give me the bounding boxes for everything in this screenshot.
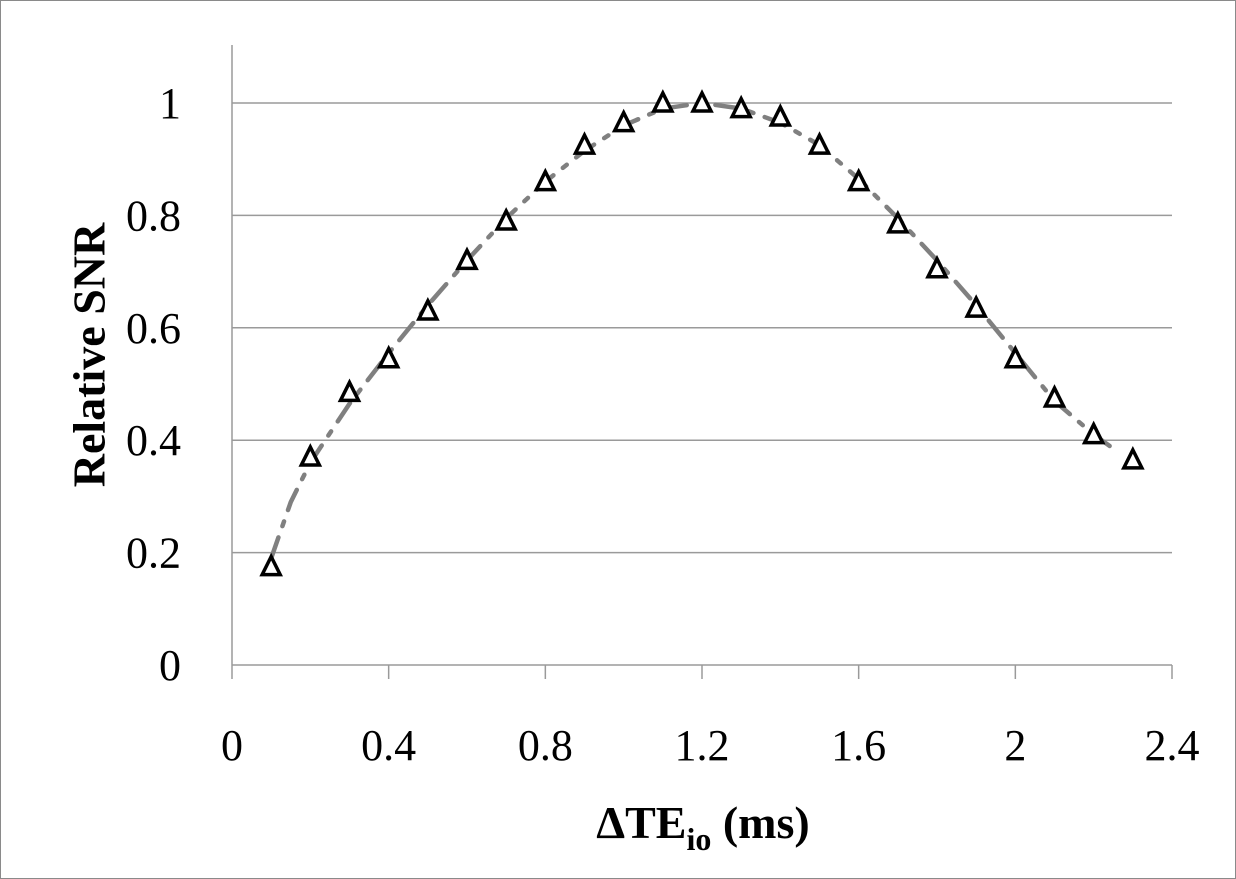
data-point-triangle [886, 209, 910, 234]
x-tick-label: 1.6 [831, 721, 886, 770]
x-axis-title-main: ΔTE [596, 797, 686, 848]
data-point-triangle [455, 246, 479, 271]
y-tick-label: 0 [159, 641, 181, 690]
data-point-triangle [768, 103, 793, 127]
fit-line [268, 100, 1116, 561]
x-tick-label: 0 [221, 721, 243, 770]
data-point-triangle [533, 167, 558, 192]
data-point-triangle [690, 89, 714, 113]
data-point-triangle [376, 344, 401, 369]
x-tick-label: 0.8 [518, 721, 573, 770]
y-tick-label: 0.4 [126, 416, 181, 465]
data-point-triangle [1042, 384, 1067, 408]
fit-line-series [268, 100, 1116, 561]
y-axis-title: Relative SNR [64, 222, 115, 487]
axes [231, 45, 1173, 679]
data-point-triangle [337, 378, 362, 403]
y-tick-label: 1 [159, 79, 181, 128]
x-axis-title-unit: (ms) [711, 797, 809, 848]
y-tick-label: 0.8 [126, 191, 181, 240]
data-point-triangle [651, 89, 675, 113]
y-tick-label: 0.6 [126, 304, 181, 353]
data-point-triangle [729, 94, 753, 119]
x-tick-label: 1.2 [675, 721, 730, 770]
y-tick-labels: 0 0.2 0.4 0.6 0.8 1 [126, 79, 181, 690]
x-tick-label: 2 [1004, 721, 1026, 770]
data-point-triangle [1081, 420, 1106, 445]
x-tick-labels: 0 0.4 0.8 1.2 1.6 2 2.4 [221, 721, 1200, 770]
data-point-triangle [259, 552, 283, 577]
data-point-triangle [964, 294, 988, 318]
x-axis-title: ΔTEio (ms) [596, 797, 809, 857]
data-point-triangle [1003, 344, 1028, 369]
data-point-triangle [298, 443, 323, 467]
y-tick-label: 0.2 [126, 529, 181, 578]
x-axis-title-subscript: io [686, 821, 711, 857]
data-point-triangle [572, 131, 597, 155]
data-point-triangle [494, 207, 518, 231]
data-point-triangle [846, 167, 871, 192]
x-tick-label: 0.4 [361, 721, 416, 770]
data-point-triangle [611, 108, 636, 133]
data-point-triangle [807, 131, 832, 155]
data-point-triangle [1121, 445, 1145, 470]
grid-lines [232, 102, 1172, 554]
data-point-triangle [925, 254, 949, 279]
x-tick-label: 2.4 [1145, 721, 1200, 770]
data-markers [259, 89, 1145, 577]
data-point-triangle [416, 297, 440, 321]
